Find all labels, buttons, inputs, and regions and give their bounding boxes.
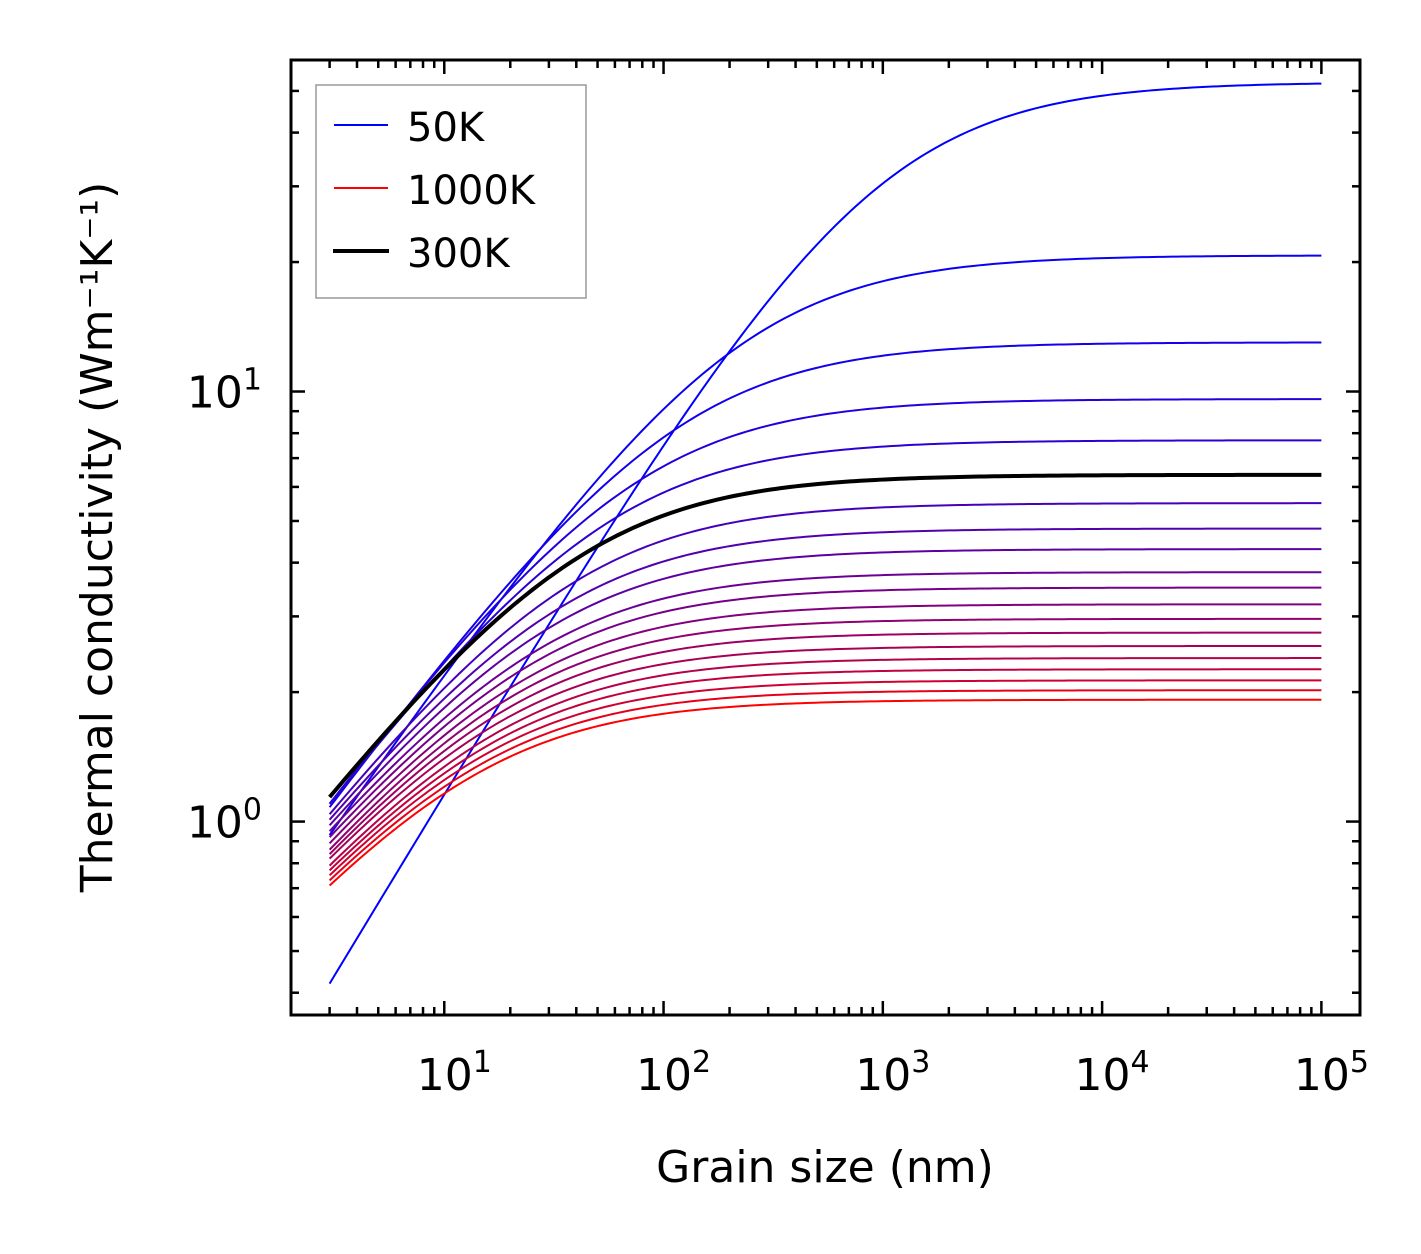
legend-box xyxy=(315,84,587,299)
series-line-750k xyxy=(328,645,1322,860)
x-tick-label: 104 xyxy=(1075,1045,1150,1101)
series-line-950k xyxy=(328,689,1322,882)
y-axis-title: Thermal conductivity (Wm⁻¹K⁻¹) xyxy=(72,182,123,894)
series-line-850k xyxy=(328,668,1322,872)
series-line-400k xyxy=(328,527,1322,821)
series-line-150k xyxy=(328,341,1322,808)
legend-label-1000k: 1000K xyxy=(407,168,537,214)
y-tick-labels: 100 101 xyxy=(187,363,262,849)
x-tick-label: 102 xyxy=(636,1045,711,1101)
x-tick-label: 103 xyxy=(855,1045,930,1101)
series-line-450k xyxy=(328,548,1322,827)
series-line-100k xyxy=(328,254,1322,836)
series-line-300k xyxy=(328,472,1322,799)
x-axis-ticks xyxy=(289,60,1323,1015)
x-tick-label: 101 xyxy=(417,1045,492,1101)
series-line-200k xyxy=(328,398,1322,805)
legend: 50K 1000K 300K xyxy=(315,84,587,299)
y-axis-ticks xyxy=(291,89,1360,994)
series-line-900k xyxy=(328,679,1322,877)
series-line-600k xyxy=(328,603,1322,845)
x-tick-label: 105 xyxy=(1294,1045,1369,1101)
series-line-550k xyxy=(328,586,1322,838)
series-line-1000k xyxy=(328,698,1322,887)
x-axis-title: Grain size (nm) xyxy=(656,1142,994,1193)
series-line-50k xyxy=(328,82,1322,985)
series-line-250k xyxy=(328,439,1322,805)
series-line-350k xyxy=(328,502,1322,815)
plot-frame xyxy=(289,58,1362,1017)
legend-label-300k: 300K xyxy=(407,231,511,277)
series-line-650k xyxy=(328,617,1322,851)
series-line-700k xyxy=(328,631,1322,855)
curves-group xyxy=(328,82,1322,985)
legend-label-50k: 50K xyxy=(407,105,486,151)
x-tick-labels: 101 102 103 104 105 xyxy=(417,1045,1369,1101)
series-line-800k xyxy=(328,657,1322,867)
y-tick-label: 100 xyxy=(187,793,262,849)
series-line-500k xyxy=(328,571,1322,832)
y-tick-label: 101 xyxy=(187,363,262,419)
